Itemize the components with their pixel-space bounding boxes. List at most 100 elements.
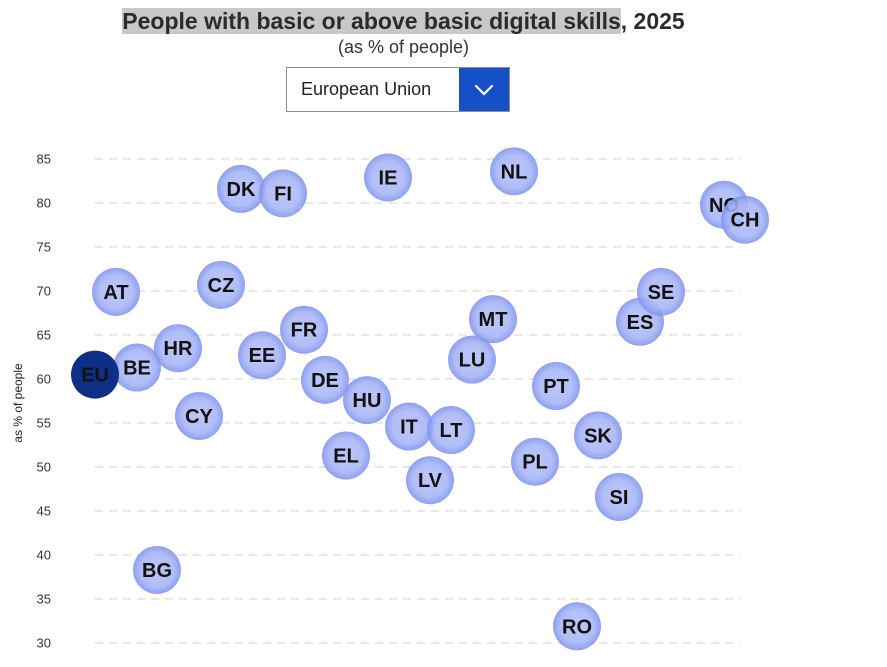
bubble-lt[interactable]: LT xyxy=(427,406,475,455)
bubble-label-at: AT xyxy=(103,282,128,304)
bubble-label-hu: HU xyxy=(353,390,382,412)
bubble-label-fr: FR xyxy=(291,320,318,342)
bubble-at[interactable]: AT xyxy=(92,267,140,316)
bubble-circle-el[interactable] xyxy=(322,431,370,480)
bubble-label-ch: CH xyxy=(731,210,760,232)
bubble-circle-lt[interactable] xyxy=(427,406,475,455)
dropdown-toggle-button[interactable] xyxy=(459,68,509,111)
country-selector-value: European Union xyxy=(301,79,432,99)
bubble-label-mt: MT xyxy=(479,309,508,331)
bubble-label-pl: PL xyxy=(522,452,548,474)
bubble-circle-lv[interactable] xyxy=(406,456,454,505)
bubble-label-eu: EU xyxy=(81,365,109,387)
chevron-down-icon xyxy=(474,84,494,95)
y-tick-label-30: 30 xyxy=(37,636,51,651)
bubble-circle-de[interactable] xyxy=(301,355,349,404)
bubble-ch[interactable]: CH xyxy=(721,195,769,244)
bubble-label-hr: HR xyxy=(164,338,193,360)
bubble-circle-fi[interactable] xyxy=(259,169,307,218)
bubble-circle-cy[interactable] xyxy=(175,391,223,440)
bubble-dk[interactable]: DK xyxy=(217,164,265,213)
bubble-label-ee: EE xyxy=(249,345,276,367)
bubble-circle-si[interactable] xyxy=(595,472,643,521)
bubble-label-fi: FI xyxy=(274,183,292,205)
bubble-lu[interactable]: LU xyxy=(448,335,496,384)
bubble-circle-hu[interactable] xyxy=(343,376,391,425)
bubble-circle-at[interactable] xyxy=(92,267,140,316)
bubble-cy[interactable]: CY xyxy=(175,391,223,440)
bubble-label-nl: NL xyxy=(501,161,528,183)
bubble-el[interactable]: EL xyxy=(322,431,370,480)
bubble-label-it: IT xyxy=(400,417,418,439)
country-selector-dropdown[interactable]: European Union xyxy=(286,67,510,112)
bubble-lv[interactable]: LV xyxy=(406,456,454,505)
bubble-hu[interactable]: HU xyxy=(343,376,391,425)
bubble-bg[interactable]: BG xyxy=(133,545,181,594)
bubble-circle-ch[interactable] xyxy=(721,195,769,244)
bubble-label-pt: PT xyxy=(543,376,569,398)
bubble-cz[interactable]: CZ xyxy=(197,260,245,309)
bubble-ee[interactable]: EE xyxy=(238,331,286,380)
bubble-label-bg: BG xyxy=(142,560,172,582)
bubble-nl[interactable]: NL xyxy=(490,147,538,196)
bubble-de[interactable]: DE xyxy=(301,355,349,404)
bubble-circle-pt[interactable] xyxy=(532,362,580,411)
y-axis-ticks: 30 35 40 45 50 55 60 65 70 75 80 85 xyxy=(37,152,51,651)
bubble-pt[interactable]: PT xyxy=(532,362,580,411)
bubble-si[interactable]: SI xyxy=(595,472,643,521)
bubble-sk[interactable]: SK xyxy=(574,411,622,460)
bubble-fr[interactable]: FR xyxy=(280,305,328,354)
bubbles: BE BG CZ DK DE EE IE EL ES FR HR IT CY LV LT LU HU MT NL AT… xyxy=(71,147,769,651)
y-tick-label-70: 70 xyxy=(37,284,51,299)
bubble-eu[interactable]: EU xyxy=(71,350,119,399)
y-axis-label: as % of people xyxy=(11,363,25,443)
bubble-label-lt: LT xyxy=(440,420,463,442)
bubble-circle-it[interactable] xyxy=(385,402,433,451)
bubble-it[interactable]: IT xyxy=(385,402,433,451)
bubble-circle-lu[interactable] xyxy=(448,335,496,384)
bubble-label-cy: CY xyxy=(185,406,213,428)
y-tick-label-75: 75 xyxy=(37,240,51,255)
bubble-label-si: SI xyxy=(610,487,629,509)
chart-header: People with basic or above basic digital… xyxy=(0,6,807,58)
chart-title-year: , 2025 xyxy=(620,8,685,34)
bubble-circle-hr[interactable] xyxy=(154,324,202,373)
chart-subtitle: (as % of people) xyxy=(337,37,470,57)
bubble-circle-dk[interactable] xyxy=(217,164,265,213)
bubble-se[interactable]: SE xyxy=(637,267,685,316)
bubble-circle-mt[interactable] xyxy=(469,295,517,344)
bubble-circle-eu[interactable] xyxy=(71,350,119,399)
y-tick-label-40: 40 xyxy=(37,548,51,563)
bubble-label-ro: RO xyxy=(562,616,592,638)
bubble-ro[interactable]: RO xyxy=(553,602,601,651)
y-tick-label-65: 65 xyxy=(37,328,51,343)
bubble-circle-ie[interactable] xyxy=(364,153,412,202)
bubble-circle-cz[interactable] xyxy=(197,260,245,309)
bubble-be[interactable]: BE xyxy=(113,343,161,392)
bubble-circle-pl[interactable] xyxy=(511,437,559,486)
bubble-circle-ee[interactable] xyxy=(238,331,286,380)
bubble-circle-bg[interactable] xyxy=(133,545,181,594)
bubble-fi[interactable]: FI xyxy=(259,169,307,218)
bubble-circle-ro[interactable] xyxy=(553,602,601,651)
bubble-label-cz: CZ xyxy=(208,275,235,297)
y-tick-label-35: 35 xyxy=(37,592,51,607)
bubble-circle-se[interactable] xyxy=(637,267,685,316)
bubble-pl[interactable]: PL xyxy=(511,437,559,486)
bubble-circle-nl[interactable] xyxy=(490,147,538,196)
bubble-label-es: ES xyxy=(627,312,654,334)
y-tick-label-55: 55 xyxy=(37,416,51,431)
bubble-ie[interactable]: IE xyxy=(364,153,412,202)
bubble-circle-fr[interactable] xyxy=(280,305,328,354)
y-tick-label-80: 80 xyxy=(37,196,51,211)
chart-title: People with basic or above basic digital… xyxy=(0,6,807,36)
bubble-circle-be[interactable] xyxy=(113,343,161,392)
bubble-mt[interactable]: MT xyxy=(469,295,517,344)
bubble-label-ie: IE xyxy=(379,167,398,189)
bubble-hr[interactable]: HR xyxy=(154,324,202,373)
y-tick-label-60: 60 xyxy=(37,372,51,387)
bubble-label-el: EL xyxy=(333,446,359,468)
y-tick-label-50: 50 xyxy=(37,460,51,475)
bubble-circle-sk[interactable] xyxy=(574,411,622,460)
